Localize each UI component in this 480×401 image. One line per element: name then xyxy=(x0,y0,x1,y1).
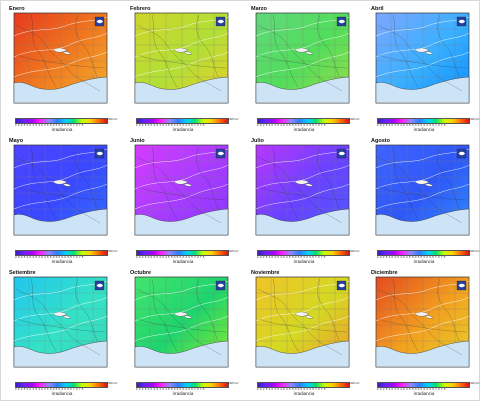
logo-icon xyxy=(336,280,347,291)
map-panel-agosto: Agosto xyxy=(367,137,480,267)
logo-icon xyxy=(215,148,226,159)
map-panel-setiembre: Setiembre xyxy=(5,269,119,399)
month-title-enero: Enero xyxy=(9,6,25,12)
logo-icon xyxy=(215,280,226,291)
month-title-marzo: Marzo xyxy=(251,6,267,12)
map-panel-octubre: Octubre xyxy=(126,269,240,399)
colorbar-unit-diciembre: kWh/m² xyxy=(469,381,480,385)
logo-icon xyxy=(456,280,467,291)
logo-icon xyxy=(215,16,226,27)
colorbar-ticks-julio: 2.0 2.5 3.0 3.5 4.0 4.5 5.0 5.5 6.0 6.5 … xyxy=(257,255,326,259)
map-octubre xyxy=(134,276,229,368)
logo-icon xyxy=(336,148,347,159)
colorbar-label-abril: irradiancia xyxy=(413,127,435,132)
colorbar-junio xyxy=(136,250,229,256)
month-title-noviembre: Noviembre xyxy=(251,270,280,276)
map-marzo xyxy=(255,12,350,104)
colorbar-diciembre xyxy=(377,382,470,388)
colorbar-label-setiembre: irradiancia xyxy=(51,391,73,396)
colorbar-julio xyxy=(257,250,350,256)
map-panel-mayo: Mayo xyxy=(5,137,119,267)
map-junio xyxy=(134,144,229,236)
colorbar-ticks-noviembre: 2.0 2.5 3.0 3.5 4.0 4.5 5.0 5.5 6.0 6.5 … xyxy=(257,387,326,391)
month-title-julio: Julio xyxy=(251,138,264,144)
month-title-diciembre: Diciembre xyxy=(371,270,398,276)
colorbar-ticks-agosto: 2.0 2.5 3.0 3.5 4.0 4.5 5.0 5.5 6.0 6.5 … xyxy=(377,255,446,259)
month-title-mayo: Mayo xyxy=(9,138,24,144)
map-panel-diciembre: Diciembre xyxy=(367,269,480,399)
colorbar-label-noviembre: irradiancia xyxy=(293,391,315,396)
colorbar-label-junio: irradiancia xyxy=(172,259,194,264)
month-title-febrero: Febrero xyxy=(130,6,151,12)
map-setiembre xyxy=(13,276,108,368)
colorbar-marzo xyxy=(257,118,350,124)
map-panel-abril: Abril xyxy=(367,5,480,135)
map-panel-febrero: Febrero xyxy=(126,5,240,135)
colorbar-febrero xyxy=(136,118,229,124)
map-panel-enero: Enero xyxy=(5,5,119,135)
map-abril xyxy=(375,12,470,104)
month-title-octubre: Octubre xyxy=(130,270,152,276)
colorbar-label-enero: irradiancia xyxy=(51,127,73,132)
logo-icon xyxy=(456,16,467,27)
colorbar-ticks-diciembre: 2.0 2.5 3.0 3.5 4.0 4.5 5.0 5.5 6.0 6.5 … xyxy=(377,387,446,391)
colorbar-agosto xyxy=(377,250,470,256)
map-panel-marzo: Marzo xyxy=(247,5,361,135)
logo-icon xyxy=(94,16,105,27)
colorbar-label-octubre: irradiancia xyxy=(172,391,194,396)
colorbar-octubre xyxy=(136,382,229,388)
colorbar-ticks-setiembre: 2.0 2.5 3.0 3.5 4.0 4.5 5.0 5.5 6.0 6.5 … xyxy=(15,387,84,391)
colorbar-ticks-abril: 2.0 2.5 3.0 3.5 4.0 4.5 5.0 5.5 6.0 6.5 … xyxy=(377,123,446,127)
map-agosto xyxy=(375,144,470,236)
logo-icon xyxy=(94,148,105,159)
month-title-junio: Junio xyxy=(130,138,145,144)
colorbar-label-marzo: irradiancia xyxy=(293,127,315,132)
colorbar-label-mayo: irradiancia xyxy=(51,259,73,264)
colorbar-abril xyxy=(377,118,470,124)
colorbar-label-febrero: irradiancia xyxy=(172,127,194,132)
month-title-abril: Abril xyxy=(371,6,384,12)
colorbar-ticks-enero: 2.0 2.5 3.0 3.5 4.0 4.5 5.0 5.5 6.0 6.5 … xyxy=(15,123,84,127)
colorbar-unit-mayo: kWh/m² xyxy=(107,249,118,253)
colorbar-unit-octubre: kWh/m² xyxy=(228,381,239,385)
colorbar-unit-setiembre: kWh/m² xyxy=(107,381,118,385)
colorbar-unit-julio: kWh/m² xyxy=(349,249,360,253)
map-panel-junio: Junio xyxy=(126,137,240,267)
month-title-setiembre: Setiembre xyxy=(9,270,36,276)
colorbar-noviembre xyxy=(257,382,350,388)
colorbar-ticks-marzo: 2.0 2.5 3.0 3.5 4.0 4.5 5.0 5.5 6.0 6.5 … xyxy=(257,123,326,127)
colorbar-unit-junio: kWh/m² xyxy=(228,249,239,253)
colorbar-label-julio: irradiancia xyxy=(293,259,315,264)
colorbar-unit-enero: kWh/m² xyxy=(107,117,118,121)
colorbar-label-diciembre: irradiancia xyxy=(413,391,435,396)
colorbar-enero xyxy=(15,118,108,124)
colorbar-unit-febrero: kWh/m² xyxy=(228,117,239,121)
map-enero xyxy=(13,12,108,104)
map-noviembre xyxy=(255,276,350,368)
map-julio xyxy=(255,144,350,236)
colorbar-mayo xyxy=(15,250,108,256)
colorbar-ticks-octubre: 2.0 2.5 3.0 3.5 4.0 4.5 5.0 5.5 6.0 6.5 … xyxy=(136,387,205,391)
colorbar-ticks-mayo: 2.0 2.5 3.0 3.5 4.0 4.5 5.0 5.5 6.0 6.5 … xyxy=(15,255,84,259)
colorbar-unit-noviembre: kWh/m² xyxy=(349,381,360,385)
colorbar-unit-agosto: kWh/m² xyxy=(469,249,480,253)
map-panel-noviembre: Noviembre xyxy=(247,269,361,399)
logo-icon xyxy=(94,280,105,291)
colorbar-setiembre xyxy=(15,382,108,388)
map-diciembre xyxy=(375,276,470,368)
logo-icon xyxy=(336,16,347,27)
map-mayo xyxy=(13,144,108,236)
colorbar-unit-abril: kWh/m² xyxy=(469,117,480,121)
colorbar-ticks-febrero: 2.0 2.5 3.0 3.5 4.0 4.5 5.0 5.5 6.0 6.5 … xyxy=(136,123,205,127)
logo-icon xyxy=(456,148,467,159)
colorbar-unit-marzo: kWh/m² xyxy=(349,117,360,121)
map-febrero xyxy=(134,12,229,104)
map-panel-julio: Julio xyxy=(247,137,361,267)
month-title-agosto: Agosto xyxy=(371,138,390,144)
colorbar-label-agosto: irradiancia xyxy=(413,259,435,264)
colorbar-ticks-junio: 2.0 2.5 3.0 3.5 4.0 4.5 5.0 5.5 6.0 6.5 … xyxy=(136,255,205,259)
